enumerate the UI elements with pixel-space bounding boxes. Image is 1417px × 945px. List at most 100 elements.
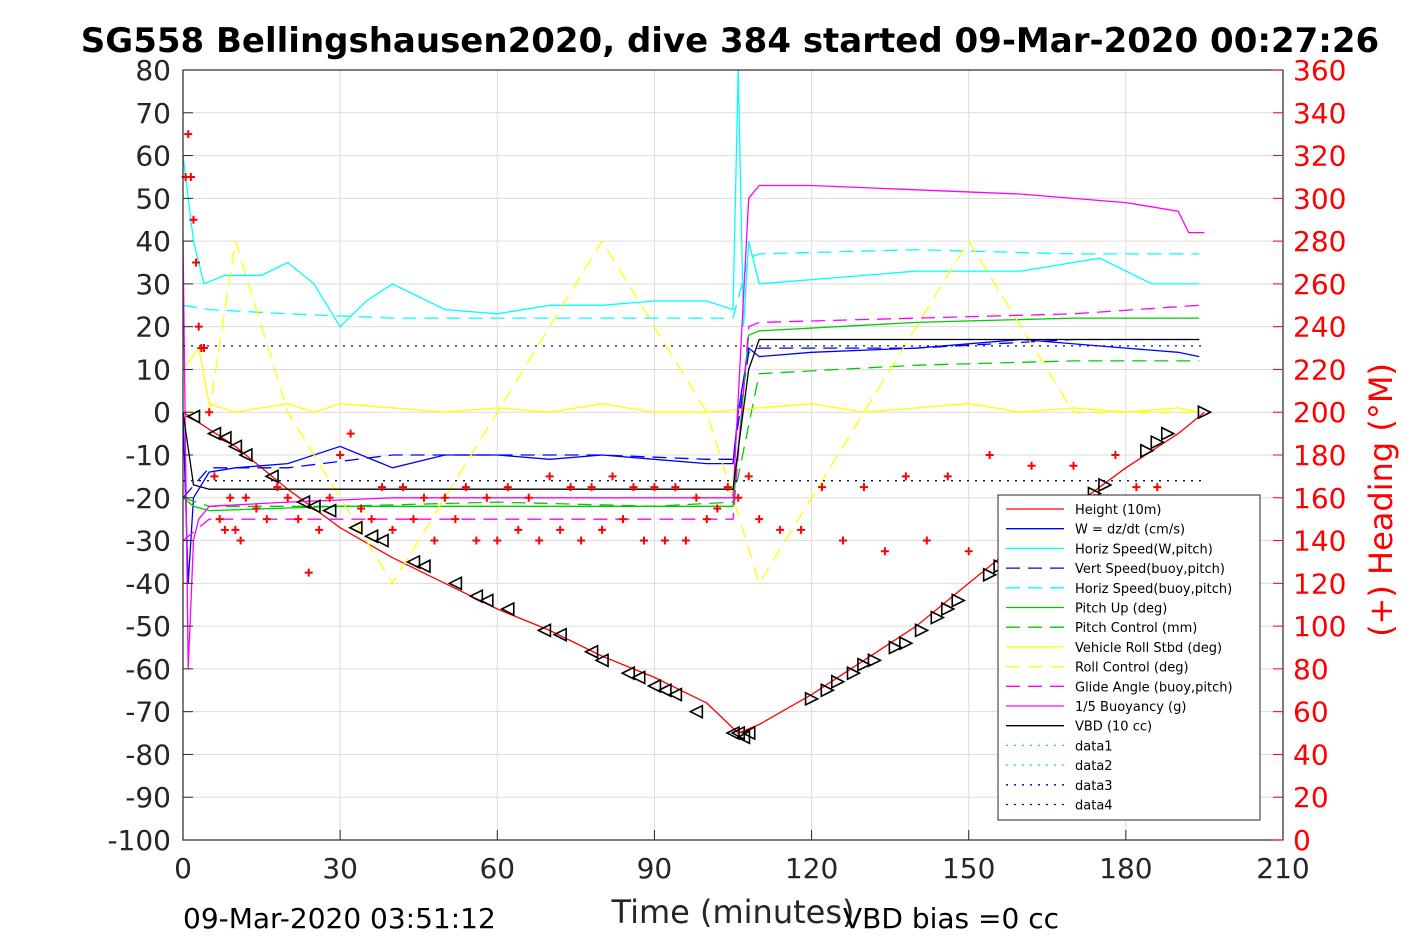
- depth-marker: [725, 725, 740, 741]
- left-tick-label: -20: [125, 482, 171, 515]
- heading-point: [619, 515, 627, 524]
- right-tick-label: 0: [1293, 824, 1311, 857]
- heading-point: [660, 536, 669, 545]
- heading-point: [367, 515, 376, 524]
- heading-point: [797, 525, 806, 534]
- right-tick-label: 320: [1293, 140, 1346, 173]
- legend-label: Roll Control (deg): [1075, 661, 1189, 676]
- series-line: [182, 338, 1200, 490]
- chart-title: SG558 Bellingshausen2020, dive 384 start…: [81, 21, 1379, 61]
- heading-point: [336, 451, 345, 459]
- heading-point: [692, 493, 701, 502]
- depth-marker: [1098, 477, 1113, 493]
- heading-point: [451, 515, 460, 524]
- right-tick-label: 40: [1293, 738, 1329, 771]
- legend-label: data1: [1075, 739, 1113, 754]
- depth-marker: [630, 670, 646, 685]
- depth-marker: [217, 430, 232, 446]
- legend-label: Vehicle Roll Stbd (deg): [1075, 641, 1222, 656]
- x-axis: 0 30 60 90 120 150 180 210: [174, 830, 1310, 885]
- heading-point: [409, 515, 418, 524]
- depth-marker: [447, 576, 463, 591]
- heading-point: [440, 493, 449, 502]
- heading-point: [189, 215, 198, 224]
- left-tick-label: -80: [125, 738, 171, 771]
- heading-point: [880, 547, 889, 556]
- depth-marker: [688, 704, 704, 719]
- depth-marker: [416, 558, 431, 574]
- heading-point: [215, 515, 224, 524]
- depth-marker: [846, 665, 862, 681]
- depth-marker: [363, 528, 379, 544]
- depth-marker: [321, 503, 337, 518]
- legend-label: Glide Angle (buoy,pitch): [1075, 680, 1233, 695]
- right-tick-label: 260: [1293, 268, 1346, 301]
- right-tick-label: 340: [1293, 97, 1346, 130]
- heading-point: [839, 536, 847, 545]
- x-tick-label: 180: [1099, 852, 1152, 885]
- heading-point: [503, 483, 512, 492]
- depth-marker: [536, 623, 552, 638]
- heading-point: [236, 536, 245, 545]
- left-tick-label: 20: [135, 311, 171, 344]
- right-tick-label: 180: [1293, 439, 1346, 472]
- legend-label: 1/5 Buoyancy (g): [1075, 700, 1186, 715]
- heading-point: [262, 515, 271, 524]
- right-tick-label: 20: [1293, 781, 1329, 814]
- heading-point: [734, 493, 743, 502]
- heading-point: [378, 483, 387, 492]
- heading-point: [294, 515, 303, 524]
- legend-label: Pitch Control (mm): [1075, 621, 1197, 636]
- heading-point: [545, 472, 554, 481]
- heading-point: [399, 483, 407, 492]
- x-tick-label: 60: [479, 852, 515, 885]
- depth-marker: [899, 635, 914, 651]
- legend-label: Height (10m): [1075, 503, 1161, 518]
- depth-marker: [804, 691, 820, 707]
- heading-point: [273, 483, 282, 492]
- depth-marker: [306, 499, 321, 514]
- heading-point: [283, 493, 292, 502]
- heading-point: [231, 525, 240, 534]
- depth-marker: [1197, 404, 1213, 420]
- legend-label: Vert Speed(buoy,pitch): [1075, 562, 1225, 577]
- depth-marker: [867, 653, 883, 668]
- heading-point: [1153, 483, 1162, 492]
- heading-point: [493, 536, 502, 545]
- heading-point: [598, 525, 607, 534]
- heading-point: [985, 451, 994, 459]
- depth-marker: [185, 409, 201, 424]
- heading-point: [514, 525, 523, 534]
- heading-point: [241, 493, 250, 502]
- legend-label: Horiz Speed(buoy,pitch): [1075, 582, 1232, 597]
- heading-point: [325, 493, 334, 502]
- depth-marker: [264, 469, 279, 484]
- heading-point: [1111, 451, 1120, 459]
- left-axis: 80 70 60 50 40 30 20 10 0 -10 -20 -30 -40 -50 -60 -70 -8…: [107, 54, 193, 857]
- right-tick-label: 280: [1293, 225, 1346, 258]
- x-tick-label: 210: [1256, 852, 1309, 885]
- heading-point: [252, 504, 261, 513]
- series-line: [183, 239, 1200, 585]
- x-axis-label: Time (minutes): [611, 893, 855, 931]
- footer-vbd-bias: VBD bias =0 cc: [843, 902, 1059, 935]
- heading-point: [535, 536, 544, 545]
- depth-marker: [930, 610, 946, 625]
- heading-point: [220, 525, 229, 534]
- heading-point: [199, 344, 208, 353]
- depth-marker: [227, 439, 243, 454]
- left-tick-label: 80: [135, 54, 171, 87]
- heading-point: [639, 536, 648, 545]
- legend-label: VBD (10 cc): [1075, 720, 1152, 735]
- heading-point: [388, 525, 397, 534]
- heading-point: [566, 483, 575, 492]
- left-tick-label: -10: [125, 439, 171, 472]
- heading-point: [859, 483, 868, 492]
- depth-marker: [348, 520, 363, 536]
- left-tick-label: 40: [135, 225, 171, 258]
- heading-point: [964, 547, 973, 556]
- heading-point: [315, 525, 324, 534]
- heading-point: [713, 504, 722, 513]
- heading-point: [192, 258, 201, 267]
- heading-point: [901, 472, 910, 481]
